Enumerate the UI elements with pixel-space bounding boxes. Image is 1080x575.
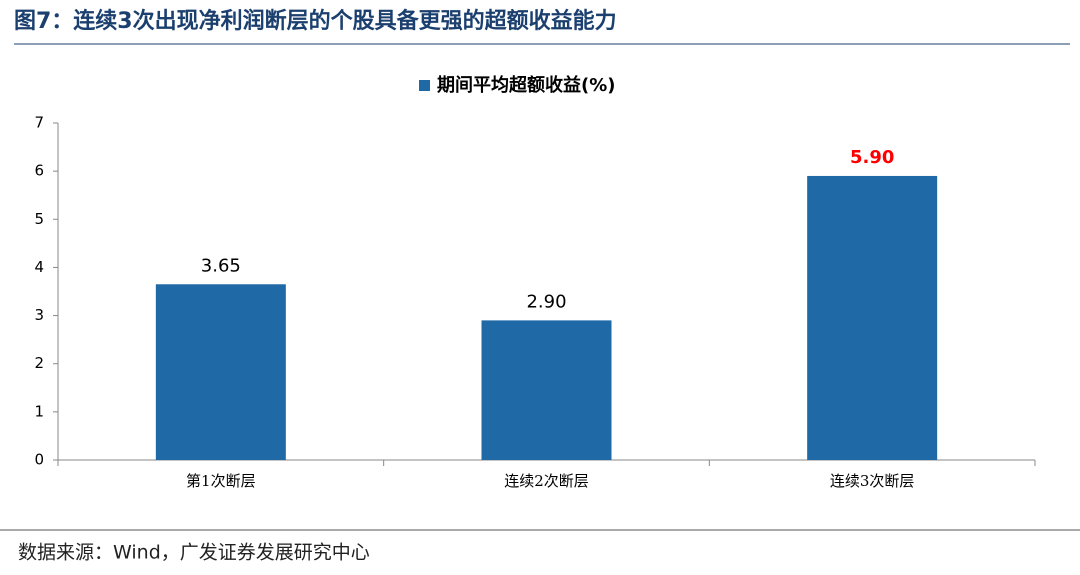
bar <box>481 320 612 460</box>
y-tick-label: 0 <box>34 451 44 469</box>
legend-swatch <box>419 80 430 91</box>
value-label: 3.65 <box>201 255 241 276</box>
y-tick-label: 2 <box>34 354 44 372</box>
y-tick-label: 5 <box>34 210 44 228</box>
y-tick-label: 6 <box>34 162 44 180</box>
y-tick-label: 3 <box>34 306 44 324</box>
x-tick-label: 连续3次断层 <box>830 472 915 490</box>
y-tick-label: 7 <box>34 114 44 132</box>
value-label: 5.90 <box>850 147 894 168</box>
value-label: 2.90 <box>526 291 566 312</box>
chart-title: 图7：连续3次出现净利润断层的个股具备更强的超额收益能力 <box>14 8 617 34</box>
bar <box>155 284 286 460</box>
x-tick-label: 第1次断层 <box>186 472 256 490</box>
y-tick-label: 1 <box>34 402 44 420</box>
x-tick-label: 连续2次断层 <box>504 472 589 490</box>
y-tick-label: 4 <box>34 258 44 276</box>
legend-label: 期间平均超额收益(%) <box>437 74 616 96</box>
source: 数据来源：Wind，广发证券发展研究中心 <box>18 542 370 564</box>
bar <box>807 175 938 460</box>
